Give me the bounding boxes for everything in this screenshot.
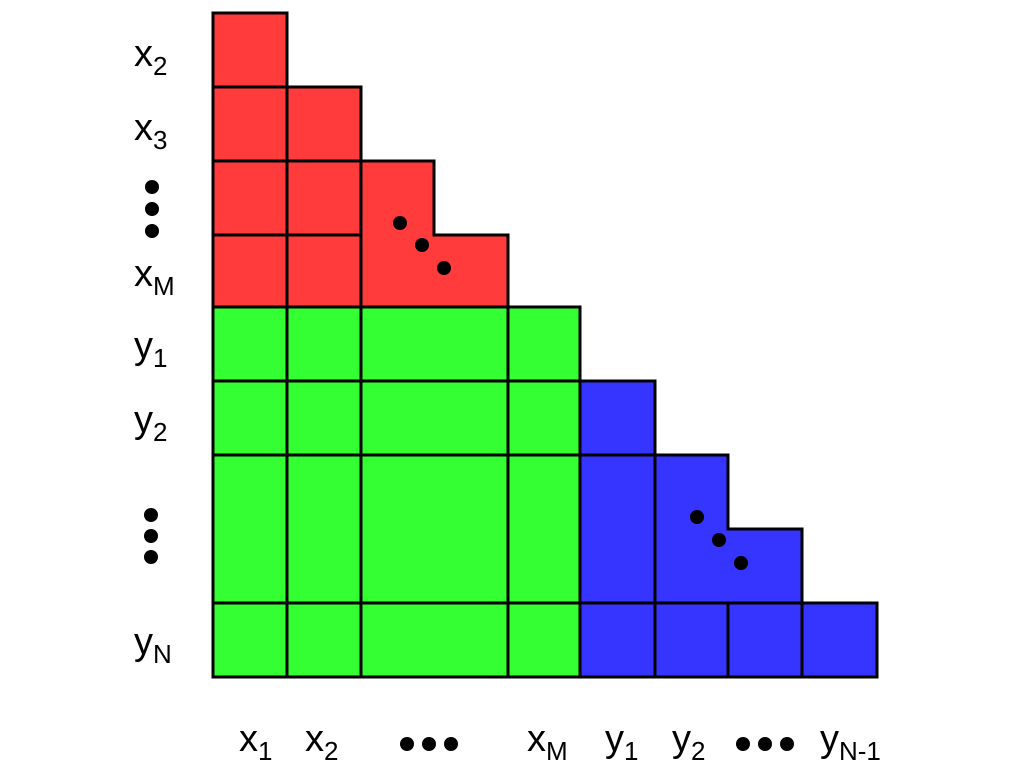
row-label-x3: x3: [134, 107, 167, 155]
column-label-yN-1: yN-1: [820, 718, 881, 766]
ellipsis-dot: [437, 261, 451, 275]
blue-cell: [578, 453, 657, 605]
vertical-ellipsis-dot: [144, 550, 158, 564]
column-label-base: x: [239, 718, 258, 760]
green-cell: [359, 453, 510, 605]
green-cell: [359, 601, 510, 679]
horizontal-ellipsis-dot: [400, 737, 414, 751]
row-label-base: x: [134, 253, 153, 295]
vertical-ellipsis-dot: [145, 202, 159, 216]
red-cell: [285, 85, 363, 163]
vertical-ellipsis-dot: [145, 180, 159, 194]
column-label-x1: x1: [239, 718, 272, 766]
column-label-subscript: 1: [624, 736, 638, 766]
vertical-ellipsis-dot: [145, 224, 159, 238]
row-label-subscript: 2: [153, 51, 167, 81]
blue-cell: [726, 601, 804, 679]
row-label-subscript: N: [153, 639, 172, 669]
green-cell: [211, 453, 289, 605]
ellipsis-dot: [690, 510, 704, 524]
green-cell: [211, 379, 289, 457]
row-label-base: y: [134, 621, 153, 663]
row-label-subscript: M: [153, 271, 175, 301]
green-cell: [359, 379, 510, 457]
red-cell: [211, 85, 289, 163]
ellipsis-dot: [712, 533, 726, 547]
green-cell: [211, 305, 289, 383]
red-staircase-region: [359, 159, 510, 309]
red-cell: [285, 159, 363, 237]
row-label-y1: y1: [134, 325, 167, 373]
green-cell: [211, 601, 289, 679]
horizontal-ellipsis-dot: [444, 737, 458, 751]
horizontal-ellipsis-dot: [422, 737, 436, 751]
row-label-base: x: [134, 33, 153, 75]
row-label-xM: xM: [134, 253, 175, 301]
column-label-base: y: [820, 718, 839, 760]
green-cell: [506, 453, 582, 605]
column-label-subscript: 1: [258, 736, 272, 766]
green-cell: [285, 305, 363, 383]
ellipsis-dot: [734, 556, 748, 570]
green-cell: [359, 305, 510, 383]
row-label-subscript: 1: [153, 343, 167, 373]
row-label-base: y: [134, 325, 153, 367]
ellipsis-dot: [393, 216, 407, 230]
column-label-x2: x2: [305, 718, 338, 766]
horizontal-ellipsis-dot: [758, 737, 772, 751]
green-cell: [285, 453, 363, 605]
green-block-y-x: [211, 305, 582, 679]
blue-cell: [653, 601, 730, 679]
column-label-subscript: 2: [691, 736, 705, 766]
column-label-y1: y1: [605, 718, 638, 766]
column-label-subscript: 2: [324, 736, 338, 766]
row-label-base: x: [134, 107, 153, 149]
ellipsis-dot: [415, 238, 429, 252]
column-label-y2: y2: [672, 718, 705, 766]
column-label-subscript: N-1: [839, 736, 881, 766]
blue-cell: [578, 601, 657, 679]
red-cell: [285, 233, 363, 309]
blue-cell: [578, 379, 657, 457]
row-label-subscript: 3: [153, 125, 167, 155]
red-cell: [211, 233, 289, 309]
red-block-x-x: [211, 11, 510, 309]
column-label-base: y: [605, 718, 624, 760]
horizontal-ellipsis-dot: [736, 737, 750, 751]
green-cell: [285, 601, 363, 679]
column-label-subscript: M: [546, 736, 568, 766]
row-label-x2: x2: [134, 33, 167, 81]
row-label-y2: y2: [134, 399, 167, 447]
blue-staircase-region: [653, 453, 804, 605]
green-cell: [506, 601, 582, 679]
red-cell: [211, 11, 289, 89]
blue-block-y-y: [578, 379, 879, 679]
column-label-xM: xM: [527, 718, 568, 766]
horizontal-ellipsis-dot: [780, 737, 794, 751]
red-cell: [211, 159, 289, 237]
row-label-base: y: [134, 399, 153, 441]
row-label-yN: yN: [134, 621, 172, 669]
green-cell: [506, 379, 582, 457]
row-labels: x2 x3 xM y1 y2 yN: [134, 33, 175, 669]
column-labels: x1 x2 xM y1 y2 yN-1: [239, 718, 881, 766]
row-label-subscript: 2: [153, 417, 167, 447]
column-label-base: y: [672, 718, 691, 760]
vertical-ellipsis-dot: [144, 529, 158, 543]
blue-cell: [800, 601, 879, 679]
green-cell: [506, 305, 582, 383]
vertical-ellipsis-dot: [144, 508, 158, 522]
green-cell: [285, 379, 363, 457]
column-label-base: x: [305, 718, 324, 760]
column-label-base: x: [527, 718, 546, 760]
